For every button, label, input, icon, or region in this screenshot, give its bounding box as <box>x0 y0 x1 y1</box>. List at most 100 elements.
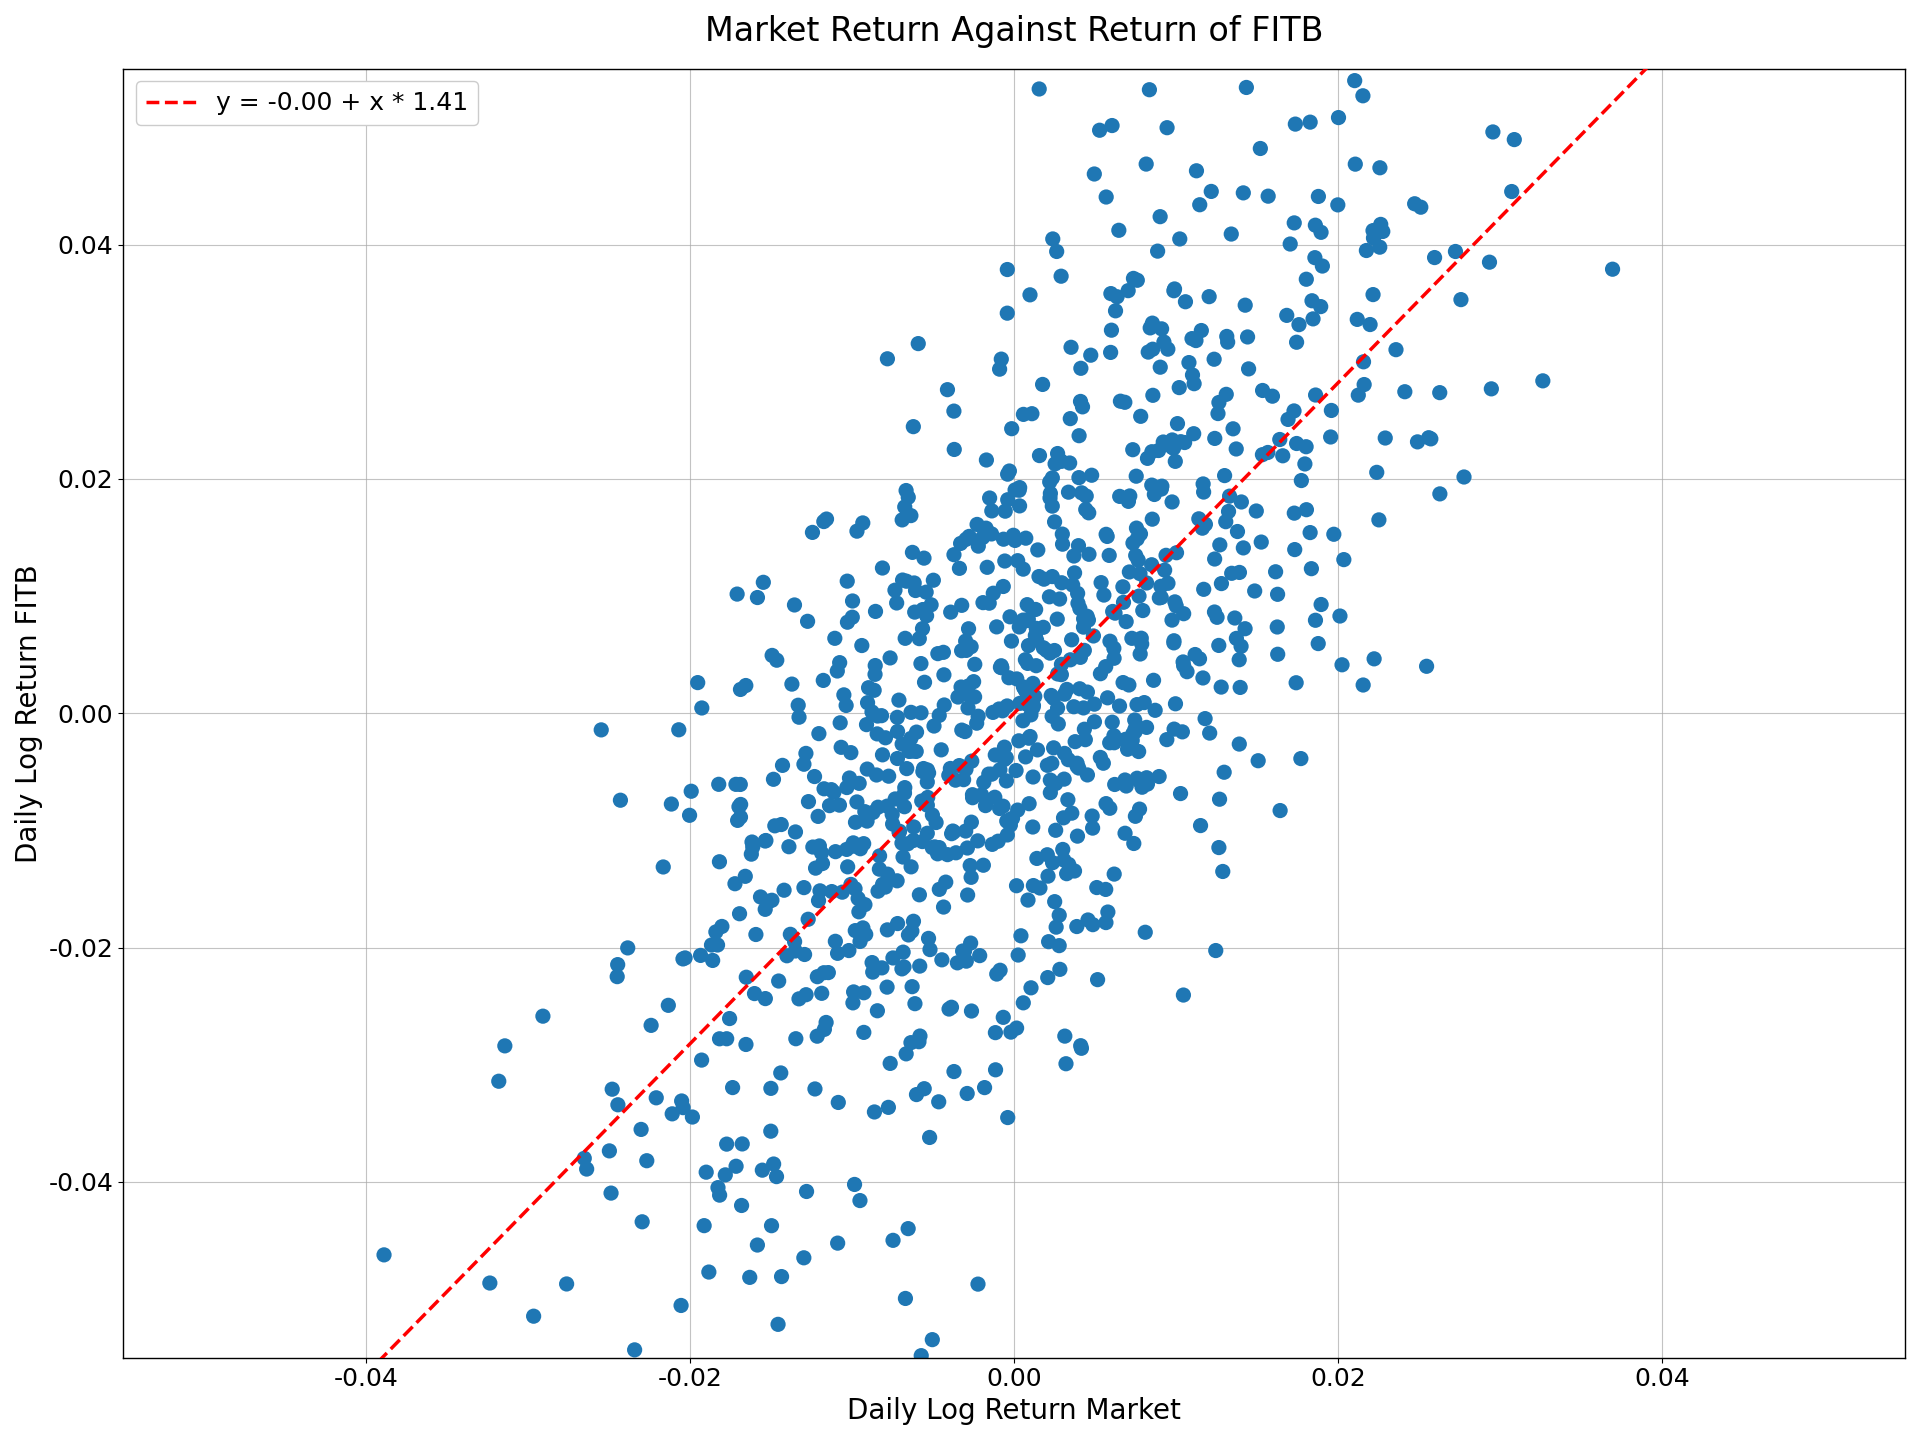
Point <box>937 819 968 842</box>
Point <box>1069 639 1100 662</box>
Point <box>991 809 1021 832</box>
Point <box>914 937 945 960</box>
Point <box>977 832 1008 855</box>
Point <box>1183 507 1213 530</box>
Point <box>705 1184 735 1207</box>
Point <box>1127 632 1158 655</box>
Point <box>1044 904 1075 927</box>
Point <box>1071 681 1102 704</box>
Point <box>889 782 920 805</box>
Point <box>1244 137 1275 160</box>
Point <box>1177 363 1208 386</box>
Point <box>1100 773 1131 796</box>
Point <box>641 1086 672 1109</box>
Point <box>916 593 947 616</box>
Point <box>1325 605 1356 628</box>
Point <box>774 835 804 858</box>
Point <box>1000 1017 1031 1040</box>
Point <box>1348 373 1379 396</box>
Point <box>1133 772 1164 795</box>
Point <box>851 923 881 946</box>
Point <box>756 888 787 912</box>
Point <box>914 927 945 950</box>
Point <box>895 701 925 724</box>
Point <box>962 829 993 852</box>
Point <box>528 1005 559 1028</box>
Point <box>1169 431 1200 454</box>
Point <box>1021 847 1052 870</box>
Point <box>1121 517 1152 540</box>
Point <box>1046 664 1077 687</box>
Point <box>1194 285 1225 308</box>
Point <box>1144 586 1175 609</box>
Point <box>1286 747 1317 770</box>
Point <box>883 819 914 842</box>
Point <box>1140 698 1171 721</box>
Point <box>1037 684 1068 707</box>
Point <box>1229 536 1260 559</box>
Point <box>1050 1025 1081 1048</box>
Point <box>647 855 678 878</box>
Point <box>906 701 937 724</box>
Point <box>950 528 981 552</box>
Point <box>962 513 993 536</box>
Point <box>1167 602 1198 625</box>
Point <box>1041 240 1071 264</box>
Point <box>1185 193 1215 216</box>
Point <box>1290 435 1321 458</box>
Point <box>856 950 887 973</box>
Point <box>1039 736 1069 759</box>
Point <box>818 780 849 804</box>
Point <box>933 763 964 786</box>
Point <box>803 1025 833 1048</box>
Point <box>837 589 868 612</box>
Y-axis label: Daily Log Return FITB: Daily Log Return FITB <box>15 564 42 863</box>
Point <box>1041 916 1071 939</box>
Point <box>835 873 866 896</box>
Point <box>918 569 948 592</box>
Point <box>897 920 927 943</box>
Point <box>847 916 877 939</box>
Point <box>741 923 772 946</box>
Point <box>925 739 956 762</box>
Point <box>1148 331 1179 354</box>
Point <box>1152 729 1183 752</box>
Legend: y = -0.00 + x * 1.41: y = -0.00 + x * 1.41 <box>136 81 478 125</box>
Point <box>924 704 954 727</box>
Point <box>1021 616 1052 639</box>
Point <box>1478 121 1509 144</box>
Point <box>1125 562 1156 585</box>
Point <box>1052 788 1083 811</box>
Point <box>776 923 806 946</box>
Point <box>1284 312 1315 336</box>
Point <box>1117 438 1148 461</box>
Point <box>1200 600 1231 624</box>
Point <box>881 747 912 770</box>
Point <box>841 811 872 834</box>
Point <box>1158 429 1188 452</box>
Point <box>1094 629 1125 652</box>
Point <box>1227 491 1258 514</box>
Point <box>1014 284 1044 307</box>
Point <box>914 762 945 785</box>
Point <box>1152 572 1183 595</box>
Point <box>1281 112 1311 135</box>
Point <box>1300 383 1331 406</box>
Point <box>1027 373 1058 396</box>
Point <box>1010 648 1041 671</box>
Point <box>1129 691 1160 714</box>
Point <box>693 1260 724 1283</box>
Point <box>1039 687 1069 710</box>
Point <box>1121 693 1152 716</box>
Point <box>1225 562 1256 585</box>
Point <box>858 801 889 824</box>
Point <box>1079 163 1110 186</box>
Point <box>849 1021 879 1044</box>
Point <box>852 809 883 832</box>
Point <box>1352 239 1382 262</box>
Point <box>922 811 952 834</box>
Point <box>756 1214 787 1237</box>
Point <box>1419 246 1450 269</box>
Point <box>1200 426 1231 449</box>
Point <box>958 783 989 806</box>
